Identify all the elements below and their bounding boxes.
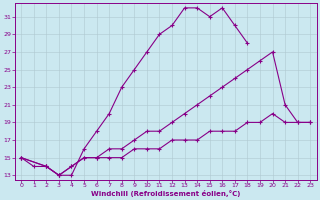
- X-axis label: Windchill (Refroidissement éolien,°C): Windchill (Refroidissement éolien,°C): [91, 190, 240, 197]
